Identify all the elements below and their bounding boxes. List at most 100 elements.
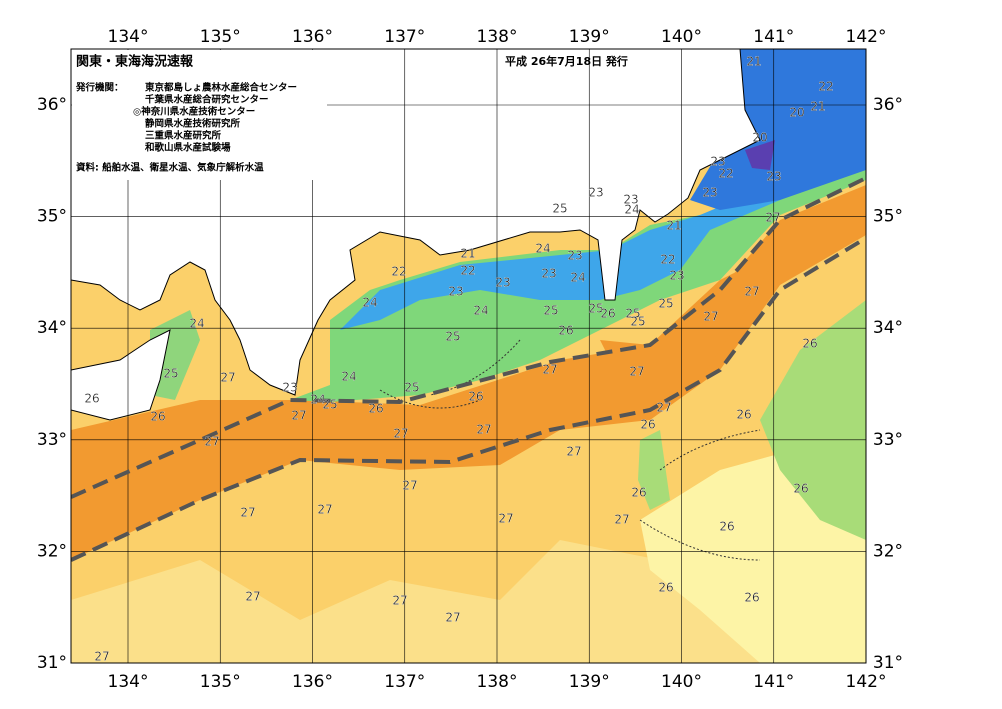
- sea-zone: [638, 430, 670, 510]
- lon-label: 137°: [384, 672, 425, 692]
- contour-label: 24: [310, 393, 325, 407]
- contour-label: 22: [818, 80, 833, 94]
- lon-label: 135°: [200, 672, 241, 692]
- sea-zone: [600, 250, 780, 390]
- contour-label: 27: [317, 503, 332, 517]
- lat-label: 33°: [873, 430, 903, 450]
- lat-label: 32°: [37, 541, 67, 561]
- lon-label: 141°: [753, 27, 794, 47]
- legend-box: [72, 50, 327, 180]
- contour-label: 23: [766, 170, 781, 184]
- contour-label: 22: [391, 265, 406, 279]
- contour-label: 27: [629, 365, 644, 379]
- contour-label: 26: [658, 581, 673, 595]
- contour-label: 26: [600, 307, 615, 321]
- contour-label: 24: [624, 203, 639, 217]
- contour-label: 25: [445, 330, 460, 344]
- lon-label: 136°: [292, 27, 333, 47]
- sea-zone: [690, 49, 866, 210]
- contour-label: 27: [542, 363, 557, 377]
- sea-zone: [340, 150, 866, 330]
- issuer: 東京都島しょ農林水産総合センター: [144, 82, 297, 94]
- lat-label: 31°: [873, 653, 903, 673]
- lat-label: 35°: [873, 207, 903, 227]
- contour-label: 24: [362, 296, 377, 310]
- data-sources: 資料: 船舶水温、衛星水温、気象庁解析水温: [76, 162, 264, 174]
- issuer-list: 東京都島しょ農林水産総合センター千葉県水産総合研究センター◎神奈川県水産技術セン…: [133, 82, 297, 154]
- issuer: 和歌山県水産試験場: [144, 142, 231, 154]
- contour-label: 27: [566, 445, 581, 459]
- contour-label: 27: [94, 650, 109, 664]
- contour-label: 27: [393, 427, 408, 441]
- sea-zone: [150, 310, 200, 400]
- contour-label: 26: [558, 324, 573, 338]
- contour-label: 24: [570, 271, 585, 285]
- lat-label: 35°: [37, 207, 67, 227]
- contour-label: 27: [245, 590, 260, 604]
- contour-label: 27: [445, 611, 460, 625]
- contour-label: 26: [150, 410, 165, 424]
- issuer: 静岡県水産技術研究所: [145, 118, 241, 130]
- lon-label: 141°: [753, 672, 794, 692]
- contour-label: 25: [543, 304, 558, 318]
- lon-label: 140°: [661, 27, 702, 47]
- contour-label: 24: [189, 317, 204, 331]
- contour-label: 26: [793, 482, 808, 496]
- lat-label: 33°: [37, 430, 67, 450]
- contour-label: 23: [623, 193, 638, 207]
- contour-label: 25: [658, 297, 673, 311]
- contour-label: 21: [460, 247, 475, 261]
- contour-label: 27: [744, 285, 759, 299]
- issuer-label: 発行機関：: [75, 82, 124, 94]
- contour-label: 26: [368, 402, 383, 416]
- lon-label: 134°: [108, 672, 149, 692]
- lat-label: 34°: [873, 318, 903, 338]
- contour-label: 21: [666, 219, 681, 233]
- contour-label: 27: [703, 310, 718, 324]
- lon-label: 138°: [477, 672, 518, 692]
- contour-label: 25: [630, 315, 645, 329]
- axis-ticks: 134° 134° 135° 135° 136° 136° 137° 137° 138° 138°…: [37, 27, 903, 692]
- lat-label: 31°: [37, 653, 67, 673]
- contour-label: 22: [660, 253, 675, 267]
- contour-label: 26: [640, 418, 655, 432]
- kuroshio-path: [71, 236, 866, 562]
- contour-label: 25: [625, 307, 640, 321]
- contour-label: 26: [744, 591, 759, 605]
- contour-label: 25: [552, 202, 567, 216]
- lon-label: 136°: [292, 672, 333, 692]
- map-frame: [70, 48, 867, 664]
- sea-zone: [760, 300, 866, 540]
- lon-label: 135°: [200, 27, 241, 47]
- contour-label: 26: [719, 520, 734, 534]
- lon-label: 139°: [569, 27, 610, 47]
- contour-label: 26: [468, 390, 483, 404]
- lat-label: 32°: [873, 541, 903, 561]
- contour-label: 27: [204, 435, 219, 449]
- contour-label: 27: [220, 371, 235, 385]
- contour-label: 27: [476, 423, 491, 437]
- contour-label: 22: [718, 167, 733, 181]
- lon-label: 142°: [846, 27, 887, 47]
- contour-label: 23: [282, 381, 297, 395]
- contour-label: 23: [588, 186, 603, 200]
- lat-label: 34°: [37, 318, 67, 338]
- contour-label: 27: [291, 409, 306, 423]
- contour-label: 25: [588, 302, 603, 316]
- lon-label: 140°: [661, 672, 702, 692]
- map-title: 関東・東海海況速報: [76, 54, 194, 70]
- contour-label: 23: [710, 155, 725, 169]
- contour-label: 24: [341, 370, 356, 384]
- contour-label: 26: [802, 337, 817, 351]
- lon-label: 138°: [477, 27, 518, 47]
- contour-label: 20: [752, 131, 767, 145]
- contour-label: 23: [669, 269, 684, 283]
- contour-label: 23: [702, 186, 717, 200]
- contour-label: 26: [631, 486, 646, 500]
- contour-label: 27: [392, 594, 407, 608]
- contour-label: 27: [765, 211, 780, 225]
- issuer: 千葉県水産総合研究センター: [145, 94, 269, 106]
- contour-label: 21: [746, 55, 761, 69]
- contour-label: 21: [810, 100, 825, 114]
